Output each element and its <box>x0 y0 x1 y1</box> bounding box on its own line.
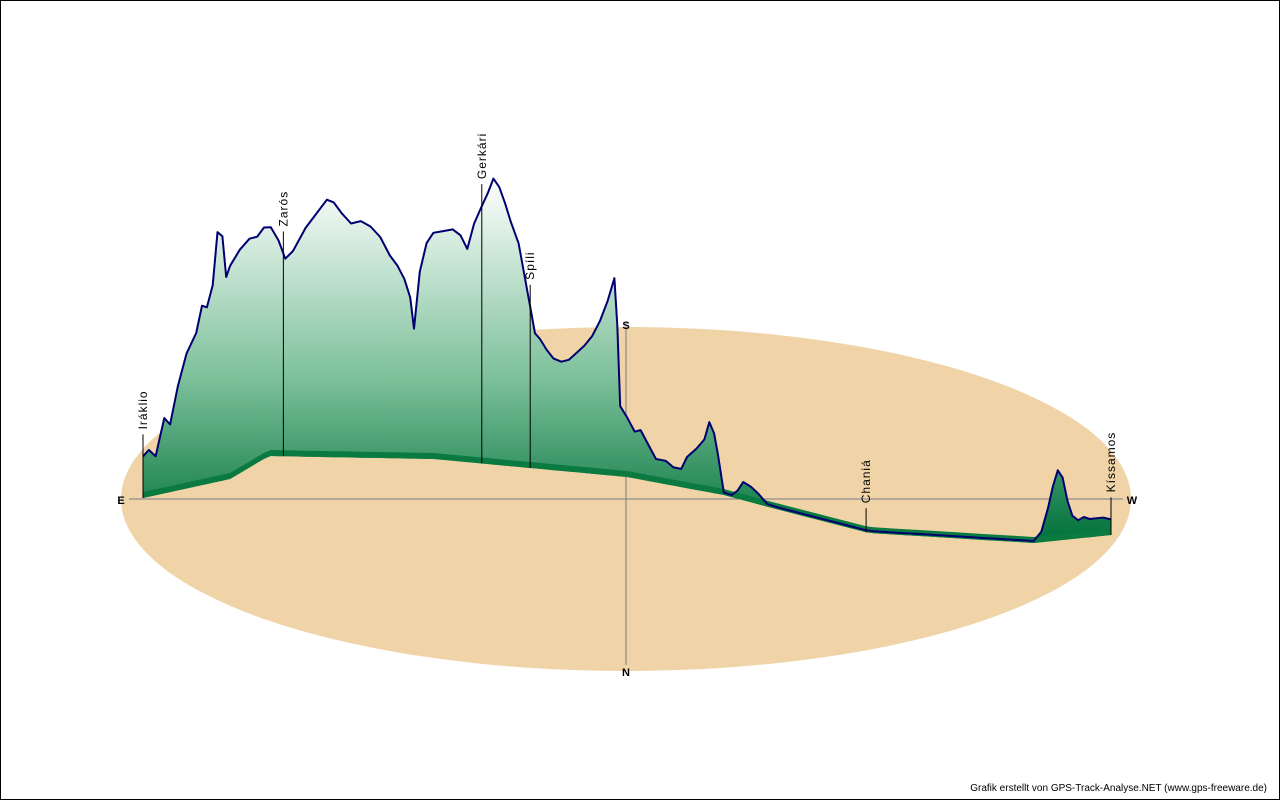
place-label: Kíssamos <box>1104 432 1118 493</box>
place-label: Zarós <box>276 191 290 227</box>
elevation-area <box>143 178 1111 543</box>
place-labels: Iráklio Zarós Gerkári Spíli Chaniá Kíssamos <box>136 133 1118 535</box>
place-label: Chaniá <box>859 459 873 503</box>
profile-layer <box>142 177 1112 543</box>
elevation-line <box>142 177 1112 542</box>
credit-text: Grafik erstellt von GPS-Track-Analyse.NE… <box>970 783 1267 794</box>
compass-west: W <box>1127 495 1138 507</box>
compass-east: E <box>117 495 124 507</box>
compass-south: S <box>622 320 629 332</box>
place-label: Iráklio <box>136 390 150 429</box>
compass-north: N <box>622 667 630 679</box>
place-label: Spíli <box>523 251 537 279</box>
place-label: Gerkári <box>475 133 489 179</box>
